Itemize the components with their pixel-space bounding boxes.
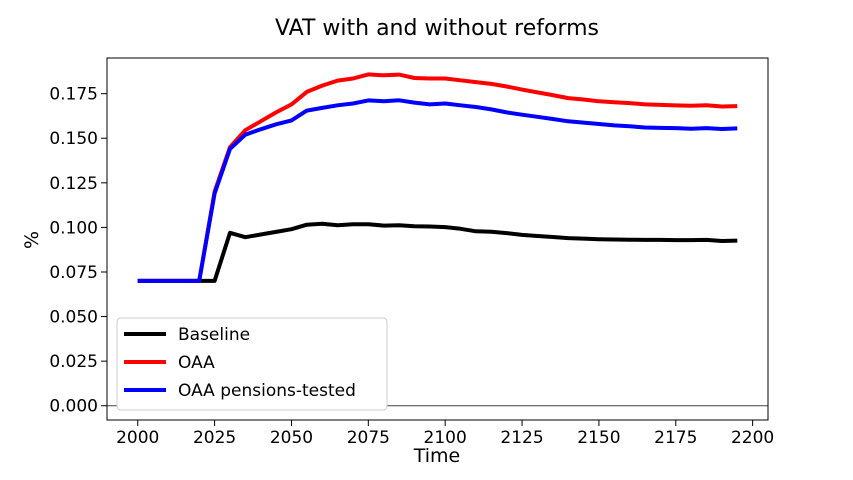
legend: Baseline OAA OAA pensions-tested [116,317,388,411]
x-tick-label: 2125 [500,428,543,448]
y-axis-label: % [21,231,43,249]
x-tick-label: 2150 [577,428,620,448]
x-tick-label: 2200 [731,428,774,448]
x-tick-label: 2050 [270,428,313,448]
y-tick-label: 0.000 [49,397,98,417]
axes: 2000 2025 2050 2075 2100 2125 2150 2175 2200 0.00… [49,57,774,448]
y-tick-label: 0.025 [49,352,98,372]
series-line-2 [137,72,738,283]
y-tick-label: 0.150 [49,129,98,149]
chart-title: VAT with and without reforms [275,16,599,41]
x-tick-label: 2025 [193,428,236,448]
series-line-1 [137,221,738,283]
y-tick-label: 0.100 [49,218,98,238]
series-line-3 [137,98,738,283]
y-tick-label: 0.175 [49,85,98,105]
legend-label-1: Baseline [178,325,250,345]
legend-box [116,317,388,411]
legend-label-2: OAA [178,353,215,373]
x-axis-label: Time [413,445,461,467]
y-tick-label: 0.050 [49,308,98,328]
plot-frame [106,57,769,421]
y-tick-label: 0.125 [49,174,98,194]
x-tick-label: 2075 [347,428,390,448]
x-tick-label: 2000 [116,428,159,448]
plot-area [107,72,768,407]
x-tick-label: 2100 [424,428,467,448]
legend-label-3: OAA pensions-tested [178,381,356,401]
y-tick-label: 0.075 [49,263,98,283]
x-tick-label: 2175 [654,428,697,448]
